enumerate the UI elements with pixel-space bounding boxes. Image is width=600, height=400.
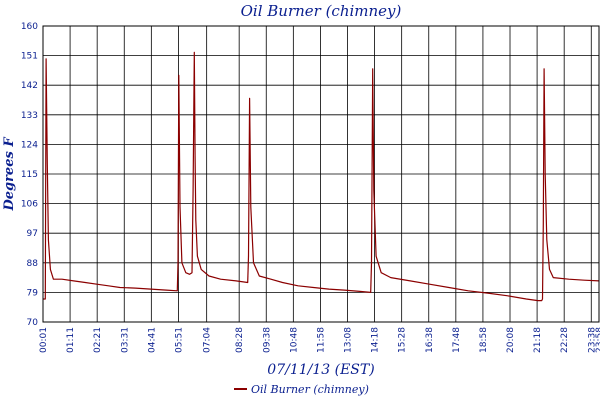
x-tick-label: 10:48: [289, 327, 299, 353]
x-axis-label: 07/11/13 (EST): [267, 362, 374, 378]
y-tick-label: 97: [27, 229, 38, 239]
x-tick-label: 11:58: [316, 327, 326, 353]
series-line: [43, 51, 600, 302]
y-tick-label: 160: [21, 22, 38, 32]
y-tick-label: 133: [21, 111, 38, 121]
x-tick-label: 18:58: [479, 327, 489, 353]
x-tick-label: 22:28: [560, 327, 570, 353]
legend: Oil Burner (chimney): [234, 383, 369, 396]
chart-title: Oil Burner (chimney): [241, 2, 402, 20]
y-tick-labels: 70 79 88 97 106 115 124 133 142 151 160: [21, 22, 38, 328]
x-tick-label: 16:38: [425, 327, 435, 353]
y-tick-label: 115: [21, 170, 38, 180]
x-tick-label: 07:04: [203, 327, 213, 353]
x-tick-label: 13:08: [344, 327, 354, 353]
x-tick-label: 17:48: [452, 327, 462, 353]
x-tick-label: 05:51: [174, 327, 184, 353]
x-tick-label: 20:08: [506, 327, 516, 353]
plot-frame: [42, 25, 600, 323]
x-tick-label: 08:28: [235, 327, 245, 353]
y-tick-label: 70: [27, 318, 39, 328]
x-tick-label: 23:38: [587, 327, 597, 353]
x-tick-label: 15:28: [398, 327, 408, 353]
y-tick-label: 106: [21, 200, 38, 210]
x-tick-label: 01:11: [66, 327, 76, 353]
x-tick-label: 04:41: [147, 327, 157, 353]
y-tick-label: 79: [27, 288, 39, 298]
x-tick-label: 09:38: [262, 327, 272, 353]
y-axis-label: Degrees F: [2, 137, 17, 212]
x-tick-label: 23:58: [595, 327, 600, 353]
x-tick-label: 14:18: [371, 327, 381, 353]
y-tick-label: 142: [21, 81, 38, 91]
grid: [42, 25, 600, 323]
x-tick-label: 02:21: [93, 327, 103, 353]
x-tick-label: 21:18: [533, 327, 543, 353]
x-tick-labels: 00:01 01:11 02:21 03:31 04:41 05:51 07:04 08:28…: [39, 327, 600, 353]
legend-entry: Oil Burner (chimney): [251, 383, 369, 396]
x-tick-label: 00:01: [39, 327, 49, 353]
series-layer: [43, 51, 600, 302]
y-tick-label: 88: [27, 259, 39, 269]
y-tick-label: 124: [21, 140, 38, 150]
y-tick-label: 151: [21, 52, 38, 62]
x-tick-label: 03:31: [120, 327, 130, 353]
